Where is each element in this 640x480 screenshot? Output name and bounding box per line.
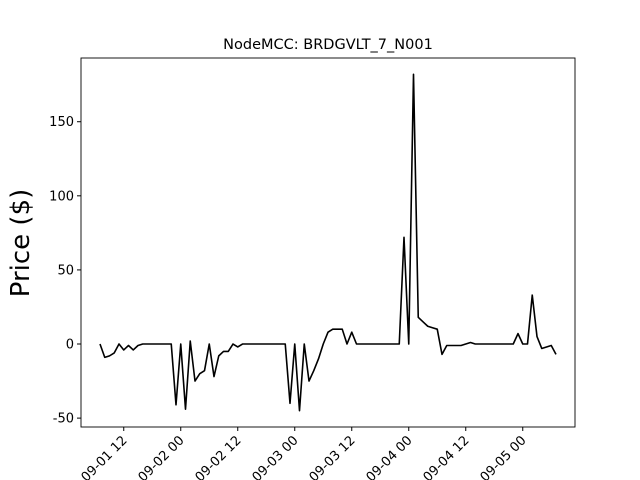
y-tick-label: 100 xyxy=(49,189,74,204)
price-line xyxy=(99,73,557,412)
y-axis-label: Price ($) xyxy=(6,189,36,298)
y-tick-label: 50 xyxy=(57,263,74,278)
y-tick-label: -50 xyxy=(53,412,74,427)
chart-title: NodeMCC: BRDGVLT_7_N001 xyxy=(223,37,433,53)
y-tick-label: 150 xyxy=(49,115,74,130)
y-tick-label: 0 xyxy=(66,338,74,353)
axes-frame xyxy=(80,57,576,428)
